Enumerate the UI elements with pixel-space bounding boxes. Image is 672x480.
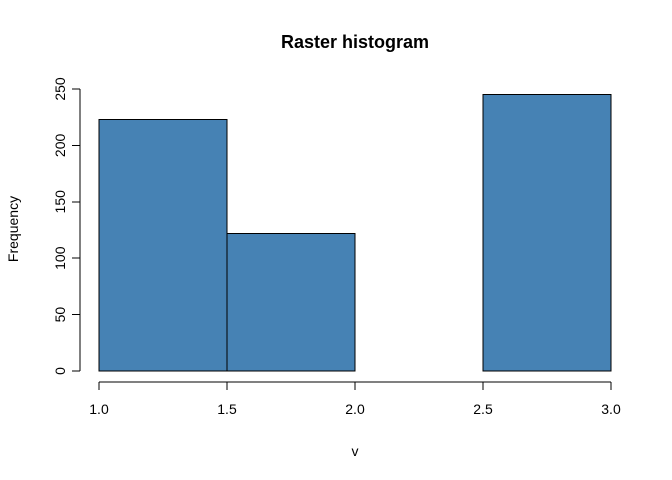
x-tick-label: 2.0 xyxy=(345,401,365,417)
x-tick-label: 3.0 xyxy=(601,401,621,417)
y-tick-label: 250 xyxy=(52,77,68,101)
y-axis: 0 50 100 150 200 250 xyxy=(52,77,81,375)
bars-group xyxy=(98,94,612,372)
x-tick-label: 2.5 xyxy=(473,401,493,417)
y-tick-label: 0 xyxy=(52,367,68,375)
x-tick-label: 1.5 xyxy=(217,401,237,417)
y-tick-label: 150 xyxy=(52,190,68,214)
x-axis: 1.0 1.5 2.0 2.5 3.0 xyxy=(89,381,621,417)
histogram-bar xyxy=(226,232,356,372)
y-axis-label: Frequency xyxy=(5,196,21,262)
y-tick-label: 50 xyxy=(52,307,68,323)
histogram-bar xyxy=(98,118,228,372)
x-tick-label: 1.0 xyxy=(89,401,109,417)
histogram-bar xyxy=(482,94,612,372)
y-tick-label: 100 xyxy=(52,246,68,270)
chart-title: Raster histogram xyxy=(281,32,429,52)
x-axis-label: v xyxy=(352,443,359,459)
y-tick-label: 200 xyxy=(52,134,68,158)
